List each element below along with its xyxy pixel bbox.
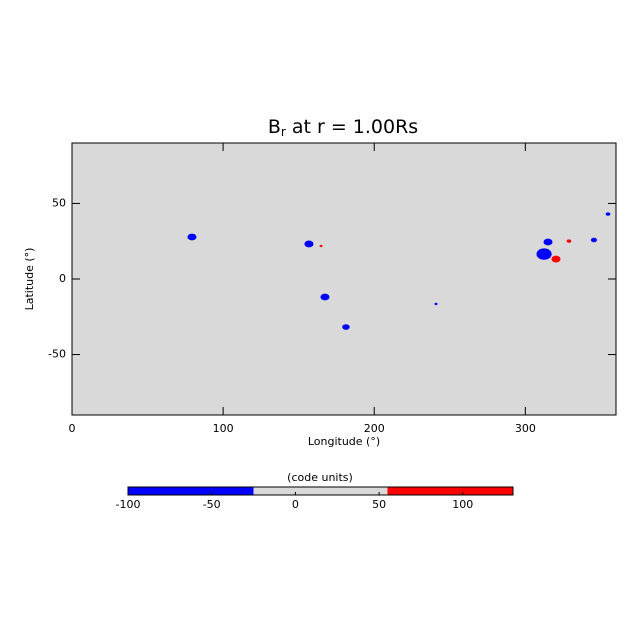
field-spot xyxy=(605,212,611,216)
field-spot xyxy=(187,233,197,241)
colorbar-tick-label: -100 xyxy=(116,498,141,511)
y-tick-label: 50 xyxy=(52,196,66,209)
title-rest: at r = 1.00Rs xyxy=(286,116,418,138)
field-spot xyxy=(342,324,350,330)
colorbar-tick-label: -50 xyxy=(203,498,221,511)
x-tick-label: 100 xyxy=(213,422,234,435)
field-spot xyxy=(566,239,572,243)
colorbar-frame xyxy=(127,486,514,496)
x-axis-label: Longitude (°) xyxy=(308,435,380,448)
colorbar-label: (code units) xyxy=(287,471,353,484)
field-spot xyxy=(590,237,597,243)
plot-background xyxy=(72,143,616,415)
field-spot xyxy=(304,240,314,248)
colorbar-segment xyxy=(253,487,388,495)
field-spot xyxy=(320,293,330,301)
title-subscript: r xyxy=(281,125,286,139)
y-axis-label: Latitude (°) xyxy=(23,248,36,311)
x-tick-label: 200 xyxy=(364,422,385,435)
y-tick-label: -50 xyxy=(48,348,66,361)
y-tick-label: 0 xyxy=(59,272,66,285)
field-spot xyxy=(434,302,438,306)
field-spot xyxy=(551,255,561,263)
x-tick-label: 0 xyxy=(69,422,76,435)
field-spot xyxy=(536,248,552,260)
colorbar-segment xyxy=(128,487,254,495)
field-spot xyxy=(543,238,553,246)
field-spot xyxy=(319,244,323,248)
chart-title: Br at r = 1.00Rs xyxy=(268,116,418,139)
colorbar-tick-label: 0 xyxy=(292,498,299,511)
colorbar-segment xyxy=(387,487,513,495)
colorbar-tick-label: 50 xyxy=(372,498,386,511)
colorbar-tick-label: 100 xyxy=(452,498,473,511)
title-main: B xyxy=(268,116,281,138)
x-tick-label: 300 xyxy=(515,422,536,435)
